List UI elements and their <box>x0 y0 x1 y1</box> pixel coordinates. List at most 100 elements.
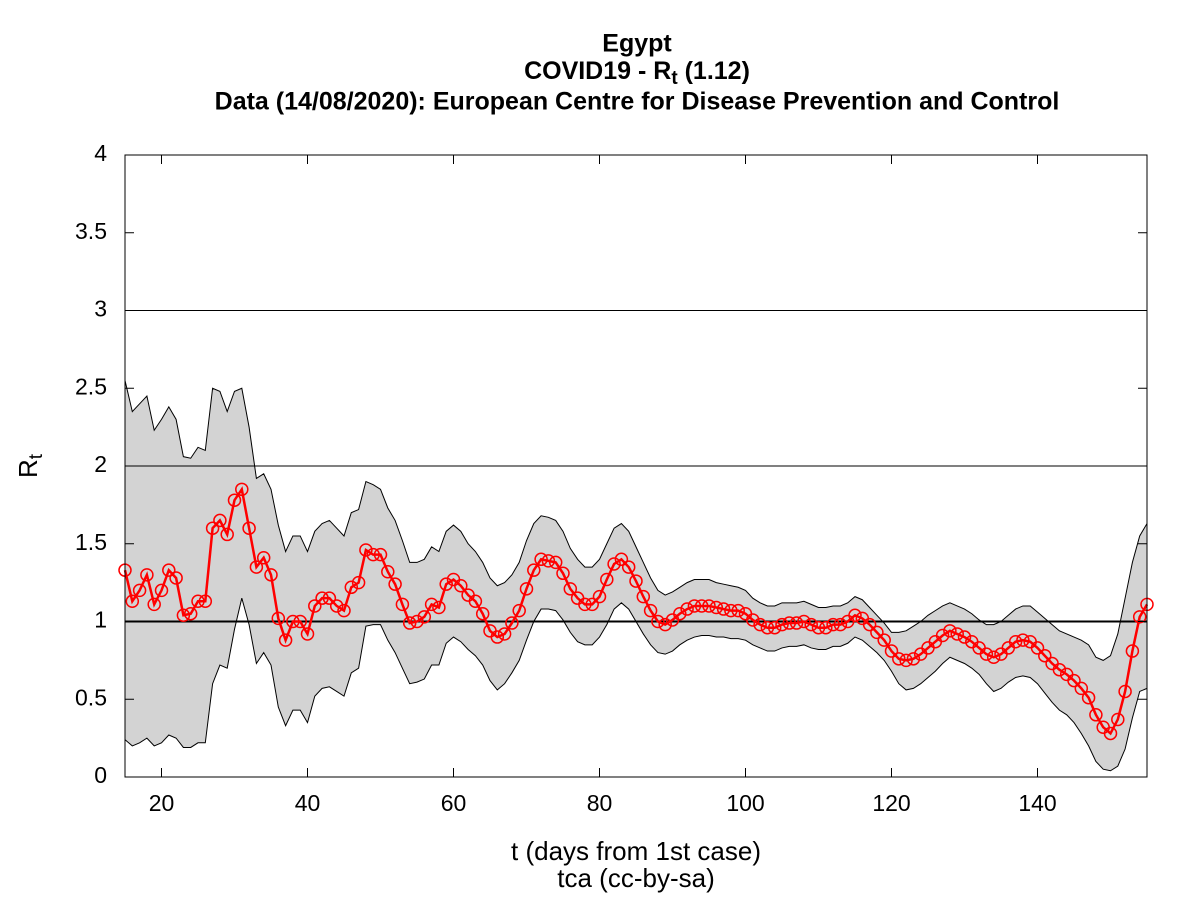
rt-marker <box>1103 726 1118 741</box>
rt-marker <box>191 594 205 609</box>
y-tick-label: 1.5 <box>75 529 107 555</box>
rt-marker <box>629 574 643 588</box>
rt-marker <box>490 630 505 644</box>
y-tick-label: 0.5 <box>75 684 107 710</box>
x-tick-label: 80 <box>587 790 613 816</box>
rt-marker <box>315 591 329 605</box>
rt-marker <box>1081 690 1096 705</box>
rt-marker <box>884 644 899 658</box>
x-tick-label: 40 <box>295 790 321 816</box>
rt-marker <box>125 594 140 609</box>
rt-marker <box>862 617 877 632</box>
rt-marker <box>410 614 424 629</box>
rt-marker <box>344 580 359 595</box>
rt-marker <box>417 610 432 624</box>
rt-marker <box>789 616 804 630</box>
rt-marker <box>1125 644 1140 658</box>
y-tick-label: 4 <box>94 140 107 166</box>
rt-marker <box>1008 634 1023 649</box>
rt-marker <box>819 620 833 635</box>
rt-marker <box>366 547 380 562</box>
rt-marker <box>1074 681 1089 696</box>
rt-marker <box>804 617 818 632</box>
rt-marker <box>1038 648 1052 663</box>
rt-marker <box>205 521 220 535</box>
rt-marker <box>782 616 797 630</box>
rt-marker <box>1132 610 1147 624</box>
y-tick-label: 1 <box>94 607 107 633</box>
rt-marker <box>329 599 344 613</box>
rt-marker <box>848 608 862 623</box>
rt-marker <box>826 617 840 632</box>
footer: tca (cc-by-sa) <box>557 863 714 893</box>
rt-marker <box>1118 684 1132 699</box>
rt-marker <box>439 577 453 591</box>
rt-marker <box>505 616 519 630</box>
rt-marker <box>286 614 300 629</box>
subtitle-subscript: t <box>671 68 678 89</box>
rt-marker <box>775 617 789 632</box>
y-tick-label: 2.5 <box>75 373 107 399</box>
x-tick-label: 20 <box>149 790 175 816</box>
rt-marker <box>651 614 665 629</box>
rt-marker <box>709 600 724 615</box>
rt-marker <box>899 653 913 668</box>
rt-marker <box>534 552 548 567</box>
rt-marker <box>527 563 541 577</box>
chart-subtitle: COVID19 - Rt (1.12) <box>524 57 750 89</box>
rt-marker <box>183 606 198 621</box>
rt-marker <box>351 575 366 590</box>
rt-marker <box>621 560 636 574</box>
rt-marker <box>512 603 526 618</box>
rt-marker <box>548 555 563 570</box>
rt-marker <box>475 606 490 621</box>
rt-marker <box>278 633 293 647</box>
rt-marker <box>402 616 417 630</box>
rt-marker <box>892 652 906 666</box>
rt-marker <box>673 606 687 621</box>
rt-marker <box>519 582 534 596</box>
chart-source: Data (14/08/2020): European Centre for D… <box>215 88 1060 116</box>
rt-marker <box>300 627 315 641</box>
y-tick-label: 0 <box>94 762 107 788</box>
rt-marker <box>271 611 286 626</box>
rt-marker <box>322 591 337 605</box>
rt-marker <box>585 597 599 612</box>
y-axis-label: Rt <box>13 453 47 478</box>
x-tick-label: 100 <box>726 790 764 816</box>
rt-marker <box>1030 641 1045 655</box>
rt-marker <box>877 633 891 647</box>
rt-marker <box>943 624 957 638</box>
rt-marker <box>811 620 826 635</box>
rt-marker <box>746 613 760 627</box>
rt-marker <box>600 572 614 587</box>
rt-marker <box>935 628 950 643</box>
rt-marker <box>256 550 271 565</box>
rt-marker <box>950 627 964 641</box>
rt-marker <box>694 599 709 613</box>
rt-marker <box>337 603 351 618</box>
x-tick-label: 120 <box>872 790 910 816</box>
rt-marker <box>753 617 767 632</box>
rt-marker <box>373 547 388 562</box>
y-label-text: R <box>13 459 43 478</box>
rt-marker <box>870 625 884 640</box>
rt-marker <box>1016 633 1030 647</box>
rt-marker <box>132 583 147 598</box>
rt-marker <box>264 568 278 582</box>
rt-marker <box>724 603 738 618</box>
rt-marker <box>424 597 439 612</box>
rt-marker <box>395 597 410 612</box>
rt-marker <box>680 602 694 616</box>
rt-marker <box>614 552 629 567</box>
rt-marker <box>767 620 782 635</box>
rt-marker <box>388 577 402 591</box>
rt-marker <box>592 589 607 604</box>
rt-marker <box>1052 662 1067 677</box>
rt-marker <box>140 568 154 582</box>
rt-marker <box>833 617 848 632</box>
rt-marker <box>162 563 176 577</box>
y-label-subscript: t <box>26 453 47 459</box>
rt-marker <box>556 566 570 581</box>
